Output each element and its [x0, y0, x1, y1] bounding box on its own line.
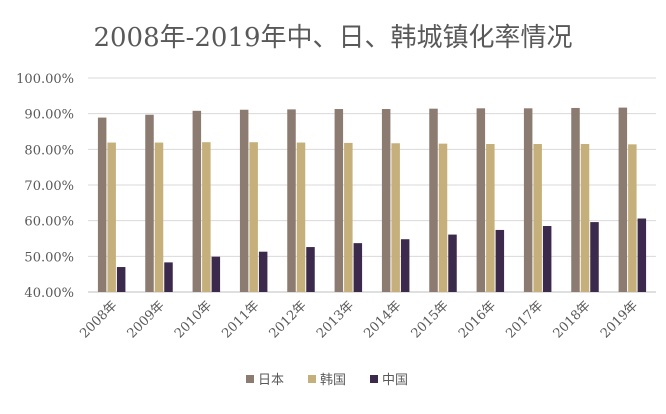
- legend-swatch-韩国: [308, 375, 316, 383]
- bar-韩国-2014年: [391, 143, 400, 292]
- bar-日本-2011年: [239, 109, 249, 292]
- bar-中国-2008年: [116, 267, 126, 292]
- legend-label: 中国: [382, 373, 408, 388]
- bar-中国-2018年: [590, 222, 599, 292]
- y-tick-label: 60.00%: [24, 215, 74, 230]
- bar-日本-2017年: [523, 108, 533, 292]
- bar-韩国-2018年: [580, 143, 590, 292]
- bar-日本-2008年: [97, 117, 107, 292]
- y-tick-label: 50.00%: [24, 250, 74, 265]
- x-tick-label: 2009年: [125, 298, 168, 341]
- bar-中国-2012年: [306, 247, 315, 292]
- x-tick-label: 2010年: [172, 298, 215, 341]
- bar-日本-2013年: [334, 109, 344, 292]
- x-tick-label: 2016年: [456, 298, 499, 341]
- bar-中国-2019年: [637, 218, 647, 292]
- y-tick-label: 100.00%: [16, 72, 74, 87]
- bar-日本-2010年: [192, 110, 202, 293]
- legend-label: 韩国: [320, 373, 346, 388]
- legend-swatch-中国: [370, 375, 378, 383]
- x-tick-label: 2015年: [409, 298, 452, 341]
- y-tick-label: 40.00%: [24, 286, 74, 301]
- bar-日本-2018年: [571, 107, 580, 293]
- bar-日本-2015年: [429, 108, 438, 292]
- bar-中国-2016年: [495, 229, 505, 292]
- x-tick-label: 2017年: [503, 298, 546, 341]
- legend-swatch-日本: [246, 375, 254, 383]
- bar-韩国-2013年: [344, 142, 353, 292]
- x-tick-label: 2019年: [598, 298, 641, 341]
- y-axis-ticks: 40.00% 50.00% 60.00% 70.00% 80.00% 90.00% 100.…: [16, 72, 74, 301]
- bar-韩国-2010年: [202, 142, 211, 292]
- bar-韩国-2019年: [628, 144, 637, 292]
- x-tick-label: 2011年: [219, 298, 262, 341]
- bar-韩国-2009年: [154, 142, 164, 292]
- bar-中国-2014年: [400, 239, 410, 292]
- bar-韩国-2017年: [533, 143, 542, 292]
- bar-韩国-2008年: [107, 142, 116, 292]
- bar-中国-2013年: [353, 243, 363, 292]
- legend: 日本 韩国 中国: [246, 373, 408, 388]
- y-tick-label: 90.00%: [24, 108, 74, 123]
- x-axis-ticks: 2008年 2009年 2010年 2011年 2012年 2013年 2014年 2015年…: [77, 298, 641, 341]
- bar-日本-2016年: [476, 108, 486, 292]
- x-tick-label: 2008年: [77, 298, 120, 341]
- bar-中国-2011年: [258, 251, 268, 292]
- bar-日本-2014年: [381, 109, 391, 292]
- x-tick-label: 2013年: [314, 298, 357, 341]
- gridlines: [88, 77, 656, 293]
- bar-中国-2009年: [164, 262, 173, 292]
- x-tick-label: 2014年: [361, 298, 404, 341]
- bar-日本-2009年: [145, 114, 154, 292]
- bar-中国-2017年: [542, 226, 552, 292]
- bar-韩国-2011年: [249, 142, 258, 292]
- bar-韩国-2016年: [486, 143, 495, 292]
- x-tick-label: 2012年: [267, 298, 310, 341]
- chart-title: 2008年-2019年中、日、韩城镇化率情况: [93, 23, 572, 53]
- bars: [97, 107, 647, 293]
- bar-日本-2019年: [618, 107, 628, 292]
- bar-中国-2010年: [211, 256, 221, 292]
- bar-日本-2012年: [287, 109, 296, 293]
- y-tick-label: 70.00%: [24, 179, 74, 194]
- bar-韩国-2015年: [438, 143, 448, 292]
- legend-label: 日本: [258, 373, 284, 388]
- x-tick-label: 2018年: [551, 298, 594, 341]
- y-tick-label: 80.00%: [24, 143, 74, 158]
- bar-中国-2015年: [448, 234, 457, 292]
- bar-韩国-2012年: [296, 142, 306, 292]
